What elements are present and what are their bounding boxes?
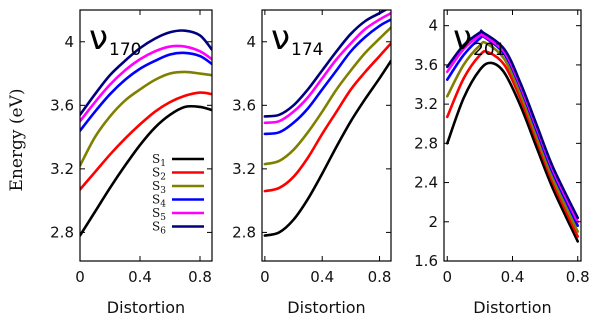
- legend-label: S3: [152, 179, 166, 196]
- panel-title-main: ν: [89, 18, 108, 58]
- y-tick-label: 3.2: [414, 95, 438, 113]
- panel-title-sub: 170: [109, 40, 141, 60]
- series-group: [263, 10, 391, 237]
- panel-title-sub: 174: [291, 40, 323, 60]
- panel-title-sub: 201: [473, 40, 505, 60]
- x-tick-label: 0: [260, 268, 270, 286]
- legend-label: S6: [152, 220, 166, 237]
- panel-title-main: ν: [271, 18, 290, 58]
- y-tick-label: 3.6: [50, 96, 74, 114]
- series-line-s4: [263, 18, 391, 136]
- y-tick-label: 2.8: [232, 223, 256, 241]
- y-tick-label: 2: [428, 213, 438, 231]
- series-line-s5: [263, 11, 391, 125]
- legend-label-sub: 3: [160, 186, 166, 196]
- x-axis-label: Distortion: [287, 298, 365, 317]
- plot-frame: [79, 9, 213, 262]
- series-line-s3: [445, 40, 580, 233]
- series-group: [80, 29, 212, 237]
- y-tick-label: 4: [246, 33, 256, 51]
- legend-label-main: S: [152, 179, 160, 193]
- legend-label-main: S: [152, 152, 160, 166]
- series-line-s6: [445, 29, 580, 220]
- legend-label-main: S: [152, 166, 160, 180]
- series-line-s6: [80, 29, 212, 117]
- panel-title: ν170: [89, 18, 141, 60]
- y-axis-label: Energy (eV): [7, 88, 27, 191]
- y-tick-label: 2.8: [50, 223, 74, 241]
- series-line-s1: [263, 59, 391, 237]
- series-line-s2: [263, 42, 391, 193]
- y-tick-label: 3.6: [232, 96, 256, 114]
- series-line-s6: [263, 10, 388, 118]
- x-tick-label: 0.4: [128, 268, 152, 286]
- y-tick-label: 2.4: [414, 174, 438, 192]
- x-tick-label: 0.4: [501, 268, 525, 286]
- x-axis-label: Distortion: [473, 298, 551, 317]
- x-tick-label: 0.4: [310, 268, 334, 286]
- legend-label: S2: [152, 166, 166, 183]
- series-line-s1: [80, 104, 212, 237]
- series-line-s4: [80, 51, 212, 133]
- legend-label-sub: 1: [160, 159, 166, 169]
- y-tick-label: 3.2: [50, 160, 74, 178]
- x-tick-label: 0.8: [566, 268, 590, 286]
- series-line-s2: [80, 91, 212, 191]
- legend-label-main: S: [152, 206, 160, 220]
- y-tick-label: 1.6: [414, 252, 438, 270]
- legend-label: S1: [152, 152, 166, 169]
- legend-label: S5: [152, 206, 166, 223]
- panel-title-main: ν: [453, 18, 472, 58]
- legend-label-sub: 5: [160, 213, 166, 223]
- y-tick-label: 3.6: [414, 56, 438, 74]
- legend-label-main: S: [152, 193, 160, 207]
- panel-title: ν201: [453, 18, 505, 60]
- series-line-s5: [80, 44, 212, 123]
- legend-label-sub: 4: [160, 200, 166, 210]
- series-line-s1: [445, 61, 580, 243]
- legend-label: S4: [152, 193, 166, 210]
- y-tick-label: 4: [428, 17, 438, 35]
- legend-label-sub: 2: [160, 173, 166, 183]
- x-axis-label: Distortion: [107, 298, 185, 317]
- x-tick-label: 0: [442, 268, 452, 286]
- y-tick-label: 4: [64, 33, 74, 51]
- y-tick-label: 3.2: [232, 160, 256, 178]
- x-tick-label: 0: [75, 268, 85, 286]
- x-tick-label: 0.8: [188, 268, 212, 286]
- plot-frame: [261, 9, 392, 262]
- series-line-s2: [445, 49, 580, 238]
- panel-title: ν174: [271, 18, 323, 60]
- series-group: [445, 29, 580, 243]
- series-line-s3: [80, 70, 212, 167]
- x-tick-label: 0.8: [368, 268, 392, 286]
- y-tick-label: 2.8: [414, 134, 438, 152]
- panel-nu201: 1.6 2 2.4 2.8 3.2 3.6 4 0 0.4 0.8 Distortion ν201: [414, 9, 590, 317]
- legend-label-sub: 6: [160, 227, 166, 237]
- series-line-s3: [263, 26, 391, 166]
- legend-label-main: S: [152, 220, 160, 234]
